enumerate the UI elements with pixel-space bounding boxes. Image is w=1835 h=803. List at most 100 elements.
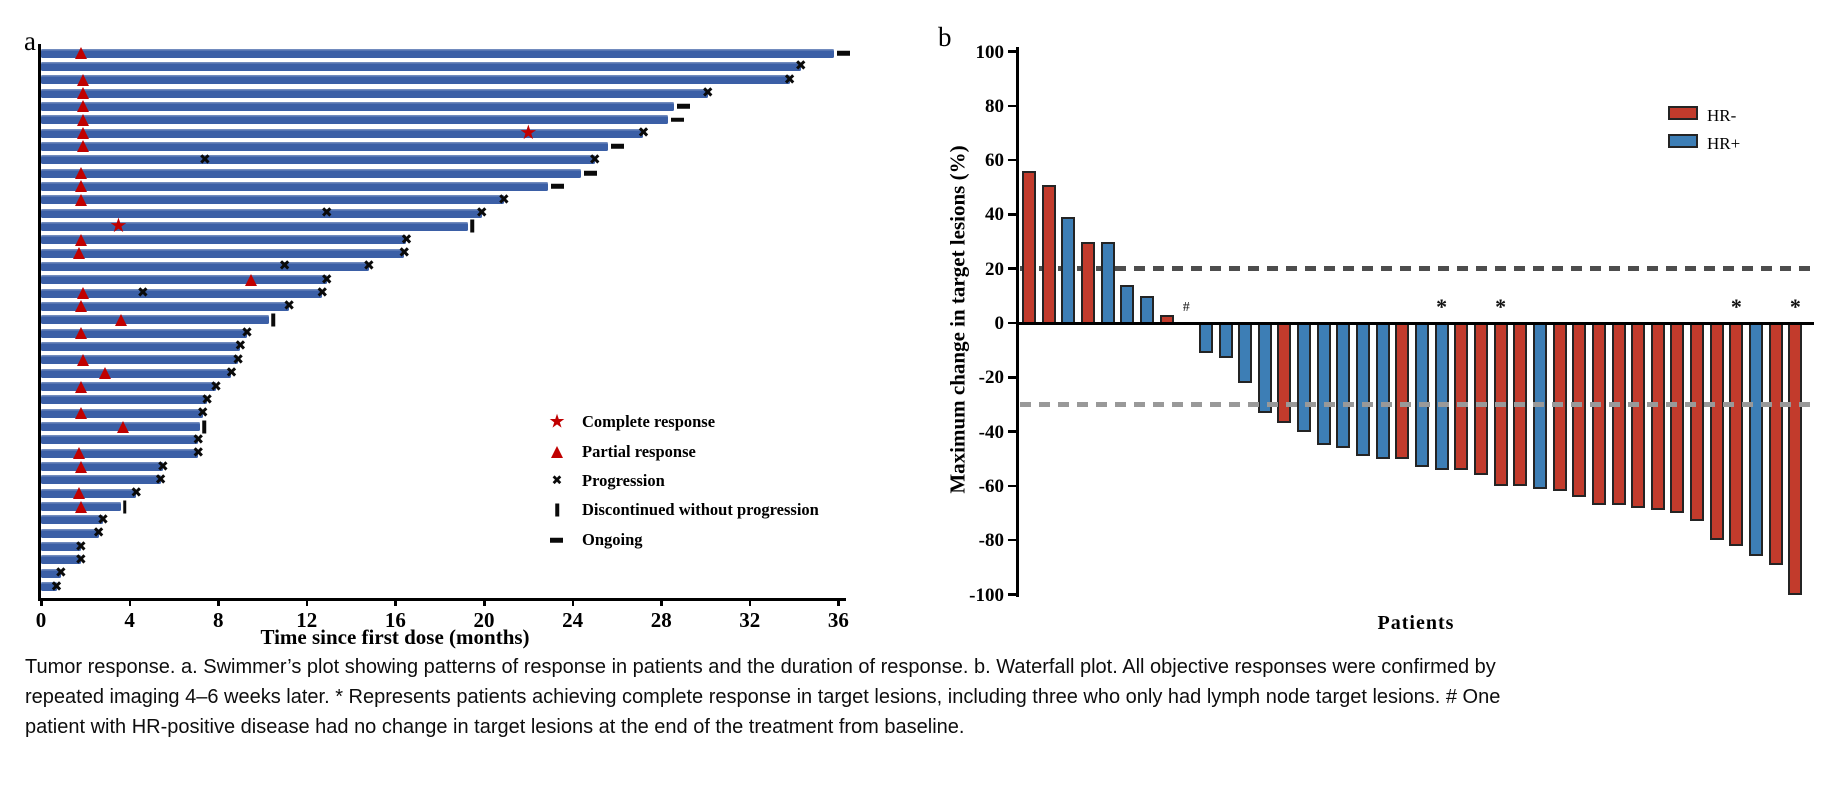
swimmer-bar xyxy=(41,141,609,151)
x-tick xyxy=(571,598,575,606)
partial-response-icon xyxy=(77,113,90,126)
partial-response-icon xyxy=(74,407,87,420)
partial-response-icon xyxy=(74,327,87,340)
progression-icon: ✖ xyxy=(637,125,650,142)
legend-label: Discontinued without progression xyxy=(582,500,819,519)
y-tick-label: -40 xyxy=(978,421,1004,443)
discontinued-icon xyxy=(122,500,127,514)
ongoing-icon xyxy=(836,50,850,56)
swimmer-bar xyxy=(41,48,834,58)
discontinued-icon xyxy=(470,219,475,233)
y-tick xyxy=(1008,321,1016,325)
y-tick-label: -60 xyxy=(978,475,1004,497)
partial-response-icon xyxy=(74,233,87,246)
partial-response-icon xyxy=(77,287,90,300)
x-tick xyxy=(748,598,752,606)
progression-icon: ✖ xyxy=(192,431,205,448)
star-icon: ★ xyxy=(548,411,566,433)
partial-response-icon xyxy=(74,300,87,313)
progression-icon: ✖ xyxy=(320,271,333,288)
progression-icon: ✖ xyxy=(192,445,205,462)
waterfall-bar xyxy=(1473,322,1488,476)
waterfall-bar xyxy=(1670,322,1685,514)
swimmer-bar xyxy=(41,568,61,578)
progression-icon: ✖ xyxy=(400,231,413,248)
swimmer-bar xyxy=(41,315,270,325)
progression-icon: ✖ xyxy=(97,511,109,528)
progression-icon: ✖ xyxy=(156,458,169,475)
swimmer-bar xyxy=(41,248,405,258)
x-tick xyxy=(40,598,43,606)
threshold-line xyxy=(1020,266,1814,271)
partial-response-icon xyxy=(77,353,90,366)
swimmer-bar xyxy=(41,288,323,298)
partial-response-icon xyxy=(74,460,87,473)
ongoing-icon xyxy=(677,104,691,109)
x-tick-label: 4 xyxy=(124,608,135,632)
x-tick xyxy=(660,598,663,606)
progression-icon: ✖ xyxy=(130,485,143,502)
progression-icon: ✖ xyxy=(92,525,105,542)
partial-response-icon xyxy=(74,180,87,193)
waterfall-bar xyxy=(1316,322,1331,446)
partial-response-icon xyxy=(72,247,85,260)
complete-response-asterisk: * xyxy=(1789,294,1801,319)
y-tick xyxy=(1008,104,1016,108)
partial-response-icon xyxy=(77,87,90,100)
y-tick-label: 0 xyxy=(994,313,1005,334)
waterfall-bar xyxy=(1729,322,1744,546)
waterfall-bar xyxy=(1611,322,1626,505)
partial-response-icon xyxy=(114,313,127,326)
swimmer-x-axis-label: Time since first dose (months) xyxy=(260,625,530,649)
x-tick-label: 8 xyxy=(212,608,224,632)
progression-icon: ✖ xyxy=(783,71,796,88)
progression-icon: ✖ xyxy=(498,191,510,208)
y-tick-label: -80 xyxy=(978,530,1004,552)
x-tick xyxy=(837,598,840,606)
waterfall-bar xyxy=(1591,322,1606,505)
progression-icon: ✖ xyxy=(74,538,87,555)
x-tick xyxy=(483,598,486,606)
progression-icon: ✖ xyxy=(50,578,63,595)
complete-response-icon: ★ xyxy=(109,215,128,238)
y-tick-label: -100 xyxy=(969,584,1004,606)
partial-response-icon xyxy=(74,193,87,206)
no-change-hash: # xyxy=(1182,300,1190,315)
y-tick xyxy=(1008,538,1016,542)
progression-icon: ✖ xyxy=(588,151,601,168)
swimmer-bar xyxy=(41,395,208,405)
partial-response-icon xyxy=(74,500,87,513)
waterfall-bar xyxy=(1572,322,1587,497)
waterfall-bar xyxy=(1650,322,1665,511)
partial-response-icon xyxy=(72,487,85,500)
progression-icon: ✖ xyxy=(232,351,244,368)
y-tick xyxy=(1008,213,1016,216)
ongoing-icon xyxy=(670,117,684,122)
y-tick xyxy=(1008,50,1016,53)
legend-label: HR+ xyxy=(1707,134,1741,153)
complete-response-asterisk: * xyxy=(1436,294,1448,319)
waterfall-bar xyxy=(1375,322,1390,459)
waterfall-bar xyxy=(1631,322,1646,508)
y-tick-label: 20 xyxy=(985,258,1004,280)
bar-icon xyxy=(555,503,559,517)
waterfall-bar xyxy=(1709,322,1724,541)
waterfall-bar xyxy=(1434,322,1449,470)
swimmer-bar xyxy=(41,128,644,138)
y-tick-label: -20 xyxy=(978,367,1004,389)
swimmer-bar xyxy=(41,435,199,445)
progression-icon: ✖ xyxy=(794,58,807,75)
swimmer-bar xyxy=(41,208,482,218)
progression-icon: ✖ xyxy=(154,471,167,488)
discontinued-icon xyxy=(271,313,275,327)
swimmer-bar xyxy=(41,408,203,418)
swimmer-bar xyxy=(41,328,247,338)
swimmer-bar xyxy=(41,221,469,231)
y-tick xyxy=(1008,158,1016,162)
partial-response-icon xyxy=(77,127,90,140)
legend-label: Progression xyxy=(582,471,665,490)
swimmer-y-axis xyxy=(38,44,41,600)
x-tick-label: 16 xyxy=(384,608,406,632)
x-tick xyxy=(217,598,220,606)
